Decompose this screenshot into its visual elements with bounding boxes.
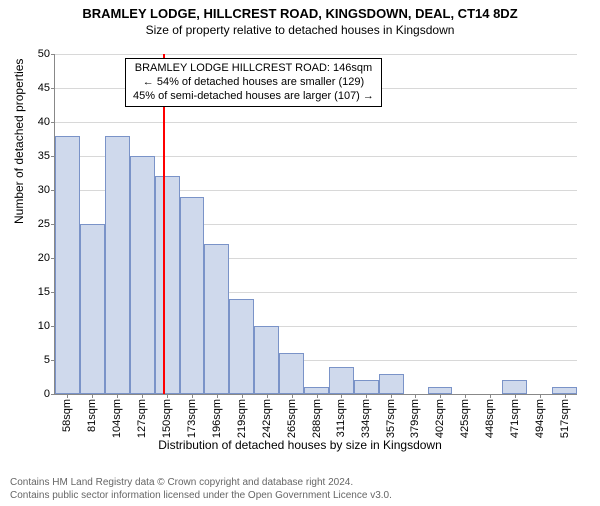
xtick-mark bbox=[415, 394, 416, 398]
annotation-line1: BRAMLEY LODGE HILLCREST ROAD: 146sqm bbox=[133, 62, 374, 76]
histogram-bar bbox=[204, 244, 229, 394]
xtick-label: 311sqm bbox=[335, 399, 347, 437]
xtick-label: 425sqm bbox=[459, 399, 471, 438]
histogram-bar bbox=[304, 387, 329, 394]
xtick-mark bbox=[465, 394, 466, 398]
histogram-bar bbox=[55, 136, 80, 394]
xtick-mark bbox=[142, 394, 143, 398]
xtick-mark bbox=[67, 394, 68, 398]
ytick-label: 0 bbox=[44, 388, 50, 400]
ytick-mark bbox=[51, 88, 55, 89]
xtick-label: 173sqm bbox=[186, 399, 198, 438]
chart-plot-area: 0510152025303540455058sqm81sqm104sqm127s… bbox=[54, 54, 577, 395]
xtick-label: 219sqm bbox=[236, 399, 248, 438]
xtick-label: 242sqm bbox=[261, 399, 273, 438]
ytick-mark bbox=[51, 54, 55, 55]
chart-subtitle: Size of property relative to detached ho… bbox=[0, 23, 600, 37]
xtick-mark bbox=[565, 394, 566, 398]
xtick-mark bbox=[366, 394, 367, 398]
gridline bbox=[55, 54, 577, 55]
xtick-label: 127sqm bbox=[136, 399, 148, 438]
annotation-box: BRAMLEY LODGE HILLCREST ROAD: 146sqm ← 5… bbox=[125, 58, 382, 107]
histogram-bar bbox=[552, 387, 577, 394]
ytick-mark bbox=[51, 122, 55, 123]
xtick-mark bbox=[490, 394, 491, 398]
ytick-mark bbox=[51, 394, 55, 395]
xtick-mark bbox=[217, 394, 218, 398]
xtick-mark bbox=[540, 394, 541, 398]
xtick-label: 58sqm bbox=[61, 399, 73, 432]
ytick-label: 5 bbox=[44, 354, 50, 366]
ytick-label: 40 bbox=[38, 116, 50, 128]
annotation-line3: 45% of semi-detached houses are larger (… bbox=[133, 90, 374, 104]
xtick-mark bbox=[292, 394, 293, 398]
xtick-mark bbox=[92, 394, 93, 398]
xtick-mark bbox=[242, 394, 243, 398]
histogram-bar bbox=[329, 367, 354, 394]
xtick-mark bbox=[117, 394, 118, 398]
xtick-label: 150sqm bbox=[161, 399, 173, 438]
histogram-bar bbox=[155, 176, 180, 394]
histogram-bar bbox=[105, 136, 130, 394]
xtick-label: 402sqm bbox=[434, 399, 446, 438]
x-axis-label: Distribution of detached houses by size … bbox=[0, 438, 600, 452]
xtick-label: 334sqm bbox=[360, 399, 372, 438]
footer-attribution: Contains HM Land Registry data © Crown c… bbox=[10, 477, 590, 502]
histogram-bar bbox=[254, 326, 279, 394]
xtick-mark bbox=[391, 394, 392, 398]
ytick-label: 50 bbox=[38, 48, 50, 60]
xtick-label: 379sqm bbox=[409, 399, 421, 438]
ytick-label: 20 bbox=[38, 252, 50, 264]
xtick-label: 357sqm bbox=[385, 399, 397, 438]
histogram-bar bbox=[279, 353, 304, 394]
xtick-mark bbox=[515, 394, 516, 398]
xtick-label: 104sqm bbox=[111, 399, 123, 438]
xtick-mark bbox=[167, 394, 168, 398]
ytick-label: 15 bbox=[38, 286, 50, 298]
xtick-mark bbox=[341, 394, 342, 398]
xtick-mark bbox=[267, 394, 268, 398]
histogram-bar bbox=[354, 380, 379, 394]
xtick-label: 471sqm bbox=[509, 399, 521, 438]
histogram-bar bbox=[229, 299, 254, 394]
histogram-bar bbox=[428, 387, 453, 394]
xtick-label: 494sqm bbox=[534, 399, 546, 438]
xtick-label: 288sqm bbox=[311, 399, 323, 438]
chart-title: BRAMLEY LODGE, HILLCREST ROAD, KINGSDOWN… bbox=[0, 6, 600, 21]
ytick-label: 10 bbox=[38, 320, 50, 332]
xtick-mark bbox=[440, 394, 441, 398]
xtick-label: 81sqm bbox=[86, 399, 98, 432]
histogram-bar bbox=[502, 380, 527, 394]
histogram-bar bbox=[130, 156, 155, 394]
xtick-mark bbox=[192, 394, 193, 398]
xtick-mark bbox=[317, 394, 318, 398]
ytick-label: 25 bbox=[38, 218, 50, 230]
footer-line1: Contains HM Land Registry data © Crown c… bbox=[10, 477, 590, 490]
histogram-bar bbox=[80, 224, 105, 394]
annotation-line2: ← 54% of detached houses are smaller (12… bbox=[133, 76, 374, 90]
ytick-label: 35 bbox=[38, 150, 50, 162]
xtick-label: 196sqm bbox=[211, 399, 223, 438]
ytick-label: 45 bbox=[38, 82, 50, 94]
ytick-label: 30 bbox=[38, 184, 50, 196]
histogram-bar bbox=[180, 197, 205, 394]
xtick-label: 448sqm bbox=[484, 399, 496, 438]
y-axis-label: Number of detached properties bbox=[12, 59, 26, 224]
gridline bbox=[55, 122, 577, 123]
histogram-bar bbox=[379, 374, 404, 394]
xtick-label: 517sqm bbox=[559, 399, 571, 438]
footer-line2: Contains public sector information licen… bbox=[10, 490, 590, 503]
xtick-label: 265sqm bbox=[286, 399, 298, 438]
